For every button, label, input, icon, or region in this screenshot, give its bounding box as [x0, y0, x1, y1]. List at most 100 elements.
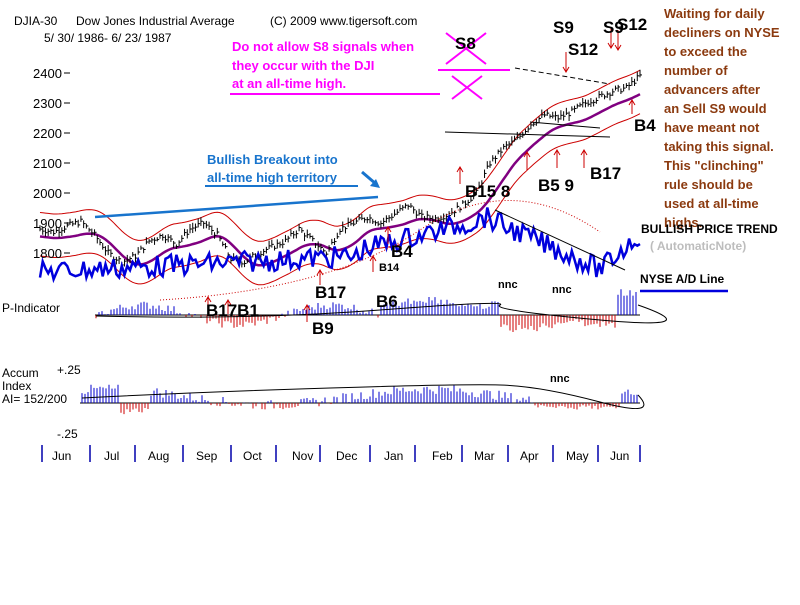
month-jan: Jan [384, 449, 404, 463]
accum-ai: AI= 152/200 [2, 392, 68, 406]
signal-s9-b: S9 [603, 18, 624, 37]
ytick-2100: 2100 [33, 156, 62, 171]
x-axis-ticks [41, 445, 641, 462]
price-bars [39, 69, 642, 269]
nnc-label-3: nnc [550, 373, 570, 385]
upper-band [39, 69, 641, 242]
ytick-1800: 1800 [33, 246, 62, 261]
ad-dotted-line [159, 200, 601, 301]
month-jun-2: Jun [610, 449, 630, 463]
signal-s12-b: S12 [617, 15, 648, 34]
arrow-b17-head [316, 269, 324, 276]
breakout-note-line-1: Bullish Breakout into [207, 152, 338, 167]
right-note-3: to exceed the [664, 44, 748, 59]
top-trendline [514, 67, 611, 85]
arrow-b17-b-head [580, 149, 588, 156]
signal-b17-right: B17 [590, 164, 622, 183]
ad-line [38, 207, 641, 284]
ad-line-label: NYSE A/D Line [640, 272, 725, 286]
breakout-arrowhead [370, 179, 380, 188]
signal-b9: B9 [312, 319, 334, 338]
support-trendline [444, 131, 611, 138]
ytick-2000: 2000 [33, 186, 62, 201]
signal-b4-right: B4 [634, 116, 656, 135]
arrow-s9-head [562, 66, 570, 73]
accum-ma [81, 384, 645, 410]
y-ticks [64, 72, 70, 254]
ytick-2300: 2300 [33, 96, 62, 111]
right-note-5: advancers after [664, 82, 761, 97]
arrow-b1-head [224, 299, 232, 306]
envelope-bands [39, 69, 641, 286]
signal-arrows [204, 28, 636, 322]
s8-cross-d [451, 75, 483, 100]
month-mar: Mar [474, 449, 495, 463]
right-note-2: decliners on NYSE [664, 25, 780, 40]
copyright: (C) 2009 www.tigersoft.com [270, 14, 418, 28]
accum-histogram [81, 384, 638, 415]
month-may: May [566, 449, 589, 463]
arrow-b17-a-head [523, 151, 531, 158]
right-note-6: an Sell S9 would [664, 101, 767, 116]
p-indicator-histogram [95, 289, 637, 333]
breakout-trendline [94, 195, 379, 219]
signal-b4: B4 [391, 242, 413, 261]
bullish-trend-label: BULLISH PRICE TREND [641, 222, 778, 236]
month-apr: Apr [520, 449, 539, 463]
ytick-1900: 1900 [33, 216, 62, 231]
right-note-10: rule should be [664, 177, 753, 192]
s8-cross-b [445, 32, 487, 65]
signal-b14: B14 [379, 262, 400, 274]
ytick-2200: 2200 [33, 126, 62, 141]
arrow-b17b1-head [204, 296, 212, 303]
right-note-12: highs. [664, 215, 703, 230]
right-note-9: This "clinching" [664, 158, 764, 173]
p-indicator-label: P-Indicator [2, 301, 61, 315]
accum-subtitle: Index [2, 379, 32, 393]
month-feb: Feb [432, 449, 453, 463]
right-note-4: number of [664, 63, 728, 78]
accum-top-tick: +.25 [57, 363, 81, 377]
accum-bottom-tick: -.25 [57, 427, 78, 441]
s8-note-line-1: Do not allow S8 signals when [232, 39, 415, 54]
right-note-7: have meant not [664, 120, 760, 135]
ytick-2400: 2400 [33, 66, 62, 81]
right-note-1: Waiting for daily [664, 6, 765, 21]
month-nov: Nov [292, 449, 314, 463]
month-sep: Sep [196, 449, 218, 463]
nnc-label-2: nnc [552, 284, 572, 296]
month-jun: Jun [52, 449, 72, 463]
signal-b17: B17 [315, 283, 347, 302]
signal-s9: S9 [553, 18, 574, 37]
right-note-8: taking this signal. [664, 139, 774, 154]
month-dec: Dec [336, 449, 358, 463]
nnc-label-1: nnc [498, 279, 518, 291]
arrow-b4-head [384, 226, 392, 233]
signal-b17b1: B17B1 [206, 301, 259, 320]
right-note-11: used at all-time [664, 196, 759, 211]
arrow-b4-right-head [628, 99, 636, 106]
signal-b15-8: B15 8 [465, 182, 511, 201]
signal-b5-9: B5 9 [538, 176, 574, 195]
breakout-note-line-2: all-time high territory [207, 170, 338, 185]
arrow-b9-head [303, 304, 311, 311]
arrow-s9b-head [607, 42, 615, 49]
signal-s12-a: S12 [568, 40, 599, 59]
ticker-label: DJIA-30 [14, 14, 58, 28]
signal-s8: S8 [455, 34, 476, 53]
month-aug: Aug [148, 449, 170, 463]
accum-title: Accum [2, 366, 39, 380]
ad-trendline [494, 209, 626, 271]
arrow-b5-head [553, 149, 561, 156]
signal-b6: B6 [376, 292, 398, 311]
arrow-b14-head [369, 255, 377, 262]
lower-band [39, 113, 641, 286]
month-jul: Jul [104, 449, 120, 463]
month-oct: Oct [243, 449, 262, 463]
automatic-note-label: ( AutomaticNote) [650, 239, 747, 253]
arrow-s9c-head [614, 44, 622, 51]
pattern-line [529, 121, 601, 129]
s8-note-line-2: they occur with the DJI [232, 58, 375, 73]
